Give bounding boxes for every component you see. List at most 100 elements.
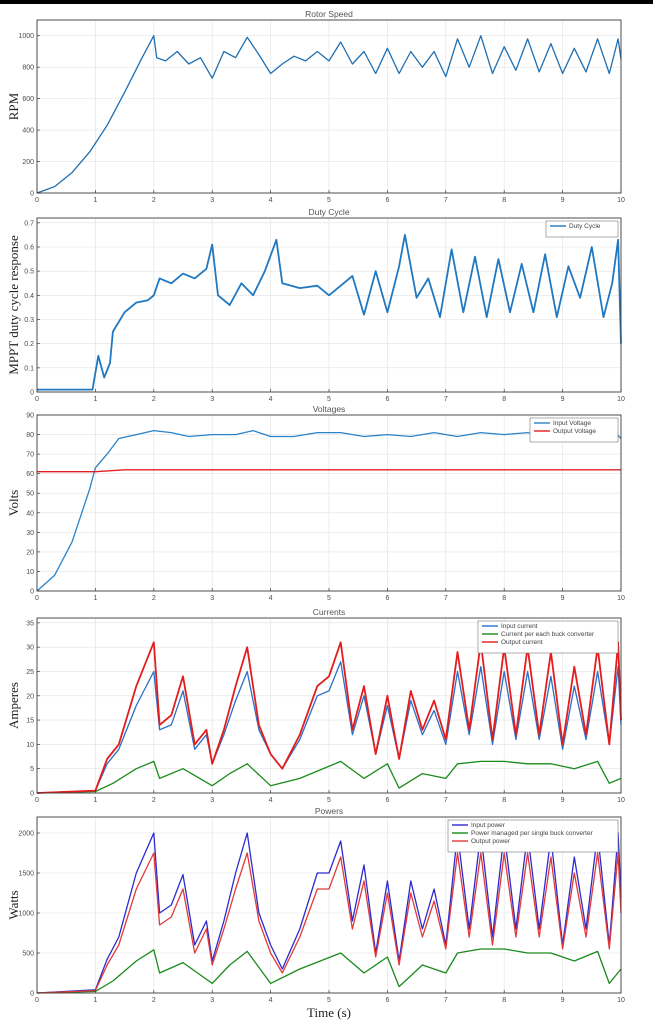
x-tick-label: 7: [444, 595, 448, 602]
legend-entry: Current per each buck converter: [501, 631, 595, 638]
x-tick-label: 0: [35, 797, 39, 804]
x-tick-label: 2: [152, 197, 156, 204]
x-tick-label: 3: [210, 396, 214, 403]
x-tick-label: 0: [35, 997, 39, 1004]
x-tick-label: 10: [617, 797, 625, 804]
y-tick-label: 50: [26, 491, 34, 498]
y-tick-label: 500: [22, 951, 34, 958]
x-tick-label: 7: [444, 797, 448, 804]
x-tick-label: 9: [561, 197, 565, 204]
y-tick-label: 1000: [18, 33, 34, 40]
chart-title: Voltages: [313, 404, 346, 414]
legend-entry: Input power: [471, 822, 506, 829]
x-tick-label: 8: [502, 997, 506, 1004]
x-tick-label: 7: [444, 997, 448, 1004]
x-tick-label: 5: [327, 997, 331, 1004]
x-tick-label: 1: [93, 797, 97, 804]
x-tick-label: 5: [327, 595, 331, 602]
x-tick-label: 7: [444, 396, 448, 403]
x-tick-label: 9: [561, 797, 565, 804]
chart-title: Powers: [315, 806, 343, 816]
x-tick-label: 8: [502, 197, 506, 204]
y-axis-label: Watts: [6, 890, 21, 919]
x-tick-label: 4: [269, 997, 273, 1004]
y-tick-label: 800: [22, 65, 34, 72]
y-tick-label: 400: [22, 128, 34, 135]
legend-box: [529, 417, 619, 443]
chart-title: Currents: [313, 607, 346, 617]
legend: Duty Cycle: [545, 220, 619, 238]
series-line-output-current: [36, 641, 622, 794]
y-tick-label: 0: [30, 390, 34, 397]
y-tick-label: 20: [26, 549, 34, 556]
y-tick-label: 0.2: [24, 341, 34, 348]
chart-panel-1: 0 1 2 3 4 5 6 7 8 9 10 0 0.1 0.2 0.3 0.4 0.5 0.6 0.7 Duty C…: [6, 207, 625, 403]
y-tick-label: 15: [26, 718, 34, 725]
legend-entry: Input Voltage: [553, 420, 591, 427]
x-tick-label: 1: [93, 595, 97, 602]
x-tick-label: 3: [210, 197, 214, 204]
x-tick-label: 1: [93, 396, 97, 403]
y-tick-label: 0.6: [24, 245, 34, 252]
x-tick-label: 6: [385, 396, 389, 403]
y-tick-label: 35: [26, 620, 34, 627]
chart-panel-4: 0 1 2 3 4 5 6 7 8 9 10 0 500 1000 1500 2000 Powers Watts T…: [6, 806, 625, 1020]
y-tick-label: 1000: [18, 911, 34, 918]
y-tick-label: 5: [30, 766, 34, 773]
x-tick-label: 4: [269, 595, 273, 602]
legend-entry: Power managed per single buck converter: [471, 830, 594, 837]
x-tick-label: 0: [35, 595, 39, 602]
chart-panel-0: 0 1 2 3 4 5 6 7 8 9 10 0 200 400 600 800 1000 Rotor Speed…: [6, 9, 625, 204]
y-tick-label: 0.4: [24, 293, 34, 300]
x-tick-label: 6: [385, 197, 389, 204]
y-tick-label: 0: [30, 991, 34, 998]
x-tick-label: 5: [327, 797, 331, 804]
y-axis-label: RPM: [6, 92, 21, 120]
x-axis-label: Time (s): [307, 1005, 351, 1020]
x-tick-label: 6: [385, 595, 389, 602]
y-axis-label: Volts: [6, 490, 21, 517]
x-tick-label: 4: [269, 396, 273, 403]
chart-panel-3: 0 1 2 3 4 5 6 7 8 9 10 0 5 10 15 20 25 30 35 Currents Ampere…: [6, 607, 625, 804]
legend-box: [545, 220, 619, 238]
x-tick-label: 10: [617, 595, 625, 602]
x-tick-label: 3: [210, 595, 214, 602]
x-tick-label: 2: [152, 595, 156, 602]
y-tick-label: 0: [30, 191, 34, 198]
series-line-output-voltage: [37, 469, 621, 473]
x-tick-label: 6: [385, 797, 389, 804]
series-line-output-power: [36, 852, 622, 994]
y-tick-label: 70: [26, 452, 34, 459]
x-tick-label: 3: [210, 997, 214, 1004]
y-tick-label: 90: [26, 413, 34, 420]
x-tick-label: 10: [617, 997, 625, 1004]
x-tick-label: 10: [617, 197, 625, 204]
x-tick-label: 9: [561, 997, 565, 1004]
y-tick-label: 600: [22, 96, 34, 103]
x-tick-label: 8: [502, 396, 506, 403]
legend-entry: Duty Cycle: [569, 223, 601, 230]
y-tick-label: 80: [26, 432, 34, 439]
x-tick-label: 5: [327, 396, 331, 403]
legend-entry: Output Voltage: [553, 428, 596, 435]
legend-entry: Input current: [501, 623, 538, 630]
legend-box: [447, 819, 619, 853]
legend-entry: Output power: [471, 838, 511, 845]
y-tick-label: 10: [26, 569, 34, 576]
x-tick-label: 1: [93, 197, 97, 204]
y-tick-label: 0.3: [24, 317, 34, 324]
y-axis-label: Amperes: [6, 682, 21, 729]
chart-title: Duty Cycle: [308, 207, 349, 217]
y-tick-label: 0.1: [24, 365, 34, 372]
x-tick-label: 0: [35, 197, 39, 204]
x-tick-label: 8: [502, 797, 506, 804]
y-tick-label: 0: [30, 589, 34, 596]
y-tick-label: 0: [30, 791, 34, 798]
x-tick-label: 1: [93, 997, 97, 1004]
y-tick-label: 0.7: [24, 220, 34, 227]
x-tick-label: 4: [269, 197, 273, 204]
x-tick-label: 9: [561, 396, 565, 403]
y-tick-label: 60: [26, 471, 34, 478]
top-border-strip: [0, 0, 653, 4]
